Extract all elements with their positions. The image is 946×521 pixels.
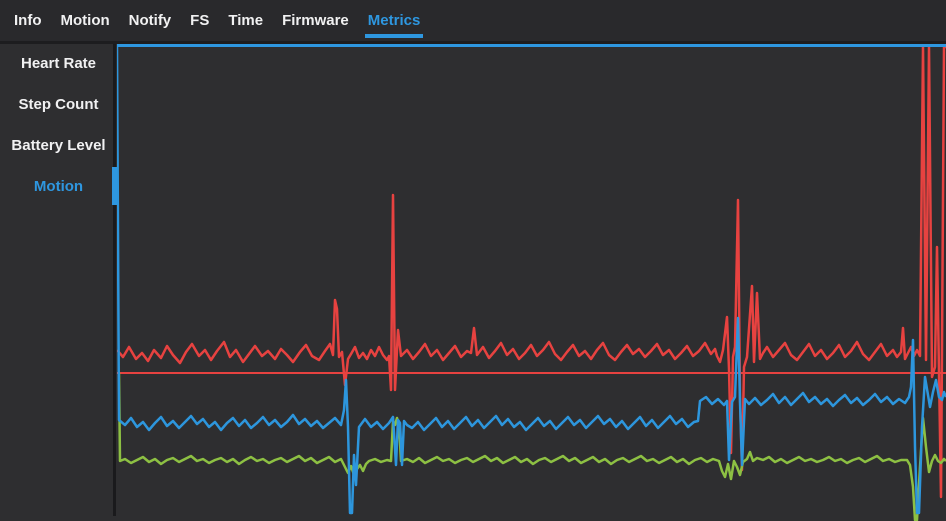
- series-green-trace: [117, 372, 946, 521]
- motion-chart-panel: [117, 44, 946, 521]
- sidebar-item-step-count[interactable]: Step Count: [18, 95, 99, 113]
- tab-time[interactable]: Time: [228, 12, 264, 29]
- sidebar-item-label: Motion: [33, 177, 84, 195]
- series-red-trace: [117, 47, 946, 499]
- top-nav: Info Motion Notify FS Time Firmware Metr…: [0, 0, 946, 41]
- tab-motion[interactable]: Motion: [60, 12, 110, 29]
- tab-info[interactable]: Info: [14, 12, 42, 29]
- tab-metrics[interactable]: Metrics: [364, 12, 423, 38]
- motion-chart-svg: [117, 47, 946, 521]
- metrics-sidebar: Heart Rate Step Count Battery Level Moti…: [0, 44, 117, 521]
- tab-notify[interactable]: Notify: [128, 12, 172, 29]
- sidebar-item-heart-rate[interactable]: Heart Rate: [20, 54, 97, 72]
- sidebar-item-motion[interactable]: Motion: [0, 167, 117, 205]
- tab-firmware[interactable]: Firmware: [282, 12, 349, 29]
- series-blue-trace: [117, 47, 946, 515]
- tab-fs[interactable]: FS: [190, 12, 210, 29]
- active-metric-indicator: [112, 167, 117, 205]
- nav-bottom-divider: [0, 41, 946, 44]
- sidebar-divider: [113, 44, 116, 516]
- sidebar-item-battery-level[interactable]: Battery Level: [11, 136, 106, 154]
